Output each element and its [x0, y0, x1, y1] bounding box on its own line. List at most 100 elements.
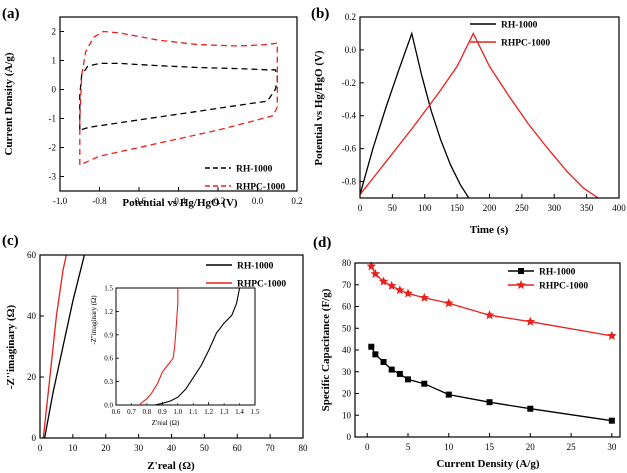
x-axis-label: Potential vs Hg/HgO (V): [122, 197, 238, 209]
y-tick-label: 60: [342, 302, 352, 312]
x-tick-label: 250: [515, 203, 529, 213]
data-point-star: [395, 285, 405, 295]
x-tick-label: 100: [418, 203, 432, 213]
y-tick-label: 40: [342, 345, 352, 355]
data-point-square: [608, 417, 615, 424]
inset-y-tick-label: 1.2: [104, 308, 113, 316]
data-point-square: [396, 370, 403, 377]
data-point-star: [419, 292, 430, 302]
y-tick-label: 60: [27, 250, 37, 260]
x-tick-label: 30: [607, 442, 617, 452]
legend-label: RH-1000: [539, 268, 576, 278]
x-tick-label: 60: [233, 443, 243, 453]
y-tick-label: -3: [49, 172, 57, 182]
y-tick-label: 50: [342, 323, 352, 333]
data-point-star: [607, 330, 617, 340]
x-tick-label: 20: [101, 443, 111, 453]
x-tick-label: 200: [483, 203, 497, 213]
x-tick-label: -0.6: [132, 196, 147, 206]
x-tick-label: 5: [406, 442, 411, 452]
legend-label: RH-1000: [237, 262, 274, 272]
x-tick-label: 300: [548, 203, 562, 213]
inset-y-tick-label: 0.0: [104, 402, 113, 410]
legend-label: RH-1000: [501, 21, 538, 31]
inset-x-minor-tick-label: 1.4: [235, 408, 244, 416]
y-tick-label: 10: [342, 410, 352, 420]
y-tick-label: 40: [27, 311, 37, 321]
data-point-square: [372, 351, 379, 358]
y-tick-label: 0.2: [345, 12, 356, 22]
y-axis-label: -Z''imaginary (Ω): [5, 305, 17, 390]
data-point-square: [380, 358, 387, 365]
x-tick-label: 40: [167, 443, 177, 453]
series-line-b-0: [360, 31, 470, 198]
inset-series-line-0: [154, 287, 241, 406]
data-point-square: [405, 376, 411, 383]
legend-label: RH-1000: [236, 165, 273, 175]
series-line-c-1: [42, 255, 67, 438]
x-tick-label: 30: [134, 443, 144, 453]
x-tick-label: 10: [444, 442, 454, 452]
y-tick-label: -0.4: [342, 111, 357, 121]
x-tick-label: 0: [358, 203, 363, 213]
x-tick-label: 150: [450, 203, 464, 213]
series-line-a-1: [79, 30, 278, 166]
data-point-star: [370, 268, 381, 278]
data-point-star: [525, 316, 536, 326]
x-tick-label: 10: [68, 443, 78, 453]
y-tick-label: 0: [347, 432, 352, 442]
x-axis-label: Time (s): [470, 224, 509, 236]
y-tick-label: 30: [342, 367, 352, 377]
y-axis-label: Current Density (A/g): [3, 52, 15, 155]
series-line-b-1: [360, 32, 599, 198]
y-tick-label: 0.0: [345, 45, 357, 55]
legend-marker-square: [518, 268, 524, 274]
y-tick-label: 1: [52, 56, 57, 66]
x-tick-label: 0.2: [291, 196, 302, 206]
y-tick-label: 70: [342, 280, 352, 290]
y-tick-label: 20: [27, 372, 37, 382]
legend-label: RHPC-1000: [501, 39, 550, 49]
inset-x-minor-tick-label: 1.3: [220, 408, 229, 416]
x-tick-label: 400: [612, 203, 626, 213]
data-point-star: [444, 298, 454, 308]
inset-y-tick-label: 0.6: [104, 355, 113, 363]
inset-x-tick-label: 1.5: [251, 408, 260, 416]
y-tick-label: -0.8: [342, 177, 357, 187]
data-point-square: [486, 399, 493, 406]
x-axis-label: Z'real (Ω): [147, 460, 195, 472]
x-tick-label: -0.2: [211, 196, 225, 206]
x-tick-label: 80: [299, 443, 309, 453]
data-point-square: [527, 405, 534, 412]
x-tick-label: 0: [38, 443, 43, 453]
series-line-d-1: [370, 265, 612, 337]
data-point-star: [366, 261, 377, 271]
x-tick-label: 20: [526, 442, 536, 452]
x-axis-label: Current Density (A/g): [436, 458, 539, 470]
inset-x-minor-tick-label: 0.7: [127, 408, 136, 416]
inset-x-minor-tick-label: 1.1: [189, 408, 198, 416]
inset-x-minor-tick-label: 1.0: [173, 408, 182, 416]
panel-label-d: (d): [313, 235, 331, 251]
y-tick-label: 20: [342, 389, 352, 399]
x-tick-label: 70: [266, 443, 276, 453]
inset-x-axis-label: Z'real (Ω): [152, 419, 180, 427]
series-line-a-0: [79, 62, 278, 131]
x-tick-label: 0: [365, 442, 370, 452]
x-tick-label: 15: [485, 442, 495, 452]
y-tick-label: -0.2: [342, 78, 356, 88]
plot-frame-b: [359, 16, 620, 199]
x-tick-label: 50: [200, 443, 210, 453]
y-tick-label: 0: [52, 85, 57, 95]
x-tick-label: 25: [567, 442, 577, 452]
inset-frame: [115, 287, 256, 406]
data-point-star: [386, 280, 397, 290]
y-tick-label: -0.6: [342, 144, 357, 154]
inset-x-minor-tick-label: 0.8: [143, 408, 152, 416]
x-tick-label: -0.8: [92, 196, 107, 206]
y-tick-label: -2: [49, 143, 57, 153]
data-point-square: [368, 343, 375, 350]
panel-label-c: (c): [2, 233, 19, 249]
x-tick-label: 350: [580, 203, 594, 213]
x-tick-label: -0.4: [171, 196, 186, 206]
